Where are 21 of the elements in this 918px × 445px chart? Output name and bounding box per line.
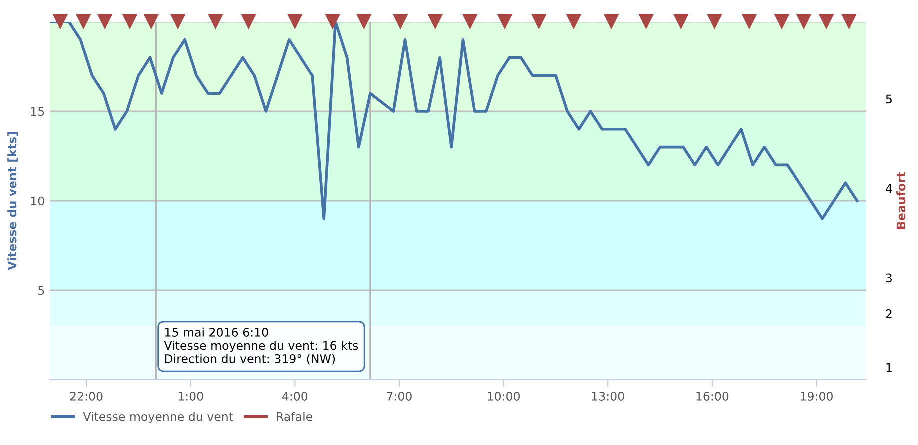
x-tick-label: 16:00 — [696, 392, 729, 401]
band-label: 2 — [886, 310, 892, 318]
x-tick-label: 7:00 — [387, 392, 412, 401]
x-tick-label: 4:00 — [282, 392, 308, 401]
band-label: 3 — [886, 274, 892, 283]
x-tick-label: 10:00 — [488, 392, 520, 401]
annotation: 15 mai 2016 6:10 Vitesse moyenne du vent: 16 kts Direction du vent: 319° (NW) — [164, 328, 358, 365]
y-tick-label: 15 — [31, 107, 44, 116]
band-label: 4 — [886, 184, 892, 193]
x-tick-label: 22:00 — [70, 392, 103, 401]
y-tick-label: 10 — [31, 196, 44, 206]
band-label: 1 — [886, 363, 892, 372]
band-label: 5 — [886, 94, 892, 104]
x-tick-label: 1:00 — [178, 392, 204, 401]
x-tick-label: 13:00 — [592, 392, 624, 401]
legend-label: Rafale — [277, 412, 312, 422]
x-tick-label: 19:00 — [801, 392, 833, 401]
y2-axis-title: Beaufort — [896, 172, 906, 229]
legend-label: Vitesse moyenne du vent — [83, 412, 234, 424]
y-tick-label: 5 — [38, 286, 44, 296]
y-axis-title: Vitesse du vent [kts] — [8, 132, 18, 270]
